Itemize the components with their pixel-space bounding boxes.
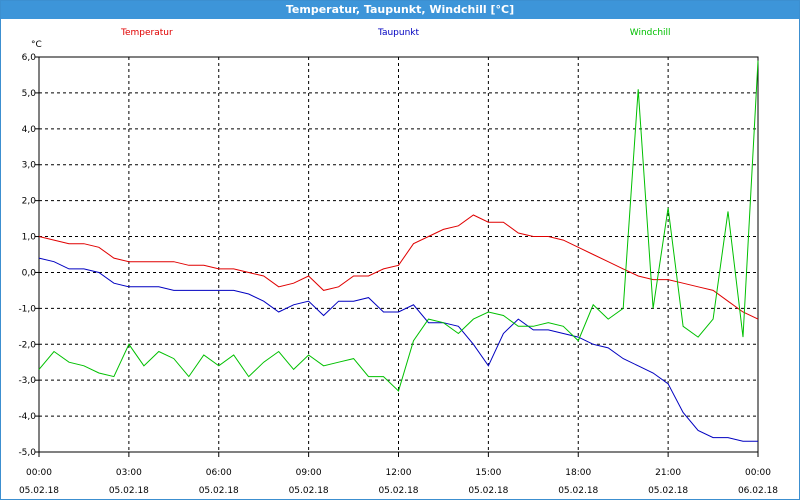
- y-tick-label: 0,0: [22, 268, 37, 278]
- y-tick-label: -3,0: [18, 376, 36, 386]
- y-tick-label: -4,0: [18, 412, 36, 422]
- x-tick-time: 12:00: [386, 468, 412, 478]
- chart-plot: °C 6,0 5,0 4,0 3,0 2,0 1,0 0,0 -1,0 -2,0 -3,0 -4,0…: [18, 28, 778, 496]
- y-tick-label: -2,0: [18, 340, 36, 350]
- x-tick-time: 09:00: [296, 468, 322, 478]
- legend: Temperatur Taupunkt Windchill: [120, 28, 671, 38]
- x-tick-time: 00:00: [745, 468, 771, 478]
- x-tick-date: 05.02.18: [558, 486, 598, 496]
- x-tick-date: 05.02.18: [109, 486, 149, 496]
- y-axis-unit: °C: [31, 40, 42, 50]
- x-tick-date: 05.02.18: [648, 486, 688, 496]
- series-lines: [38, 60, 759, 442]
- series-line-windchill: [38, 60, 759, 392]
- x-tick-date: 05.02.18: [468, 486, 508, 496]
- grid-lines: [39, 56, 758, 453]
- x-tick-date: 05.02.18: [19, 486, 59, 496]
- x-tick-time: 00:00: [26, 468, 52, 478]
- plot-frame: [38, 56, 759, 453]
- y-tick-label: 6,0: [22, 53, 37, 63]
- y-tick-label: 3,0: [22, 161, 37, 171]
- y-tick-label: 4,0: [22, 125, 37, 135]
- x-tick-date: 05.02.18: [378, 486, 418, 496]
- legend-label-temperatur: Temperatur: [120, 28, 173, 38]
- x-tick-time: 03:00: [116, 468, 142, 478]
- x-tick-time: 21:00: [655, 468, 681, 478]
- axes: 6,0 5,0 4,0 3,0 2,0 1,0 0,0 -1,0 -2,0 -3,0 -4,0 -5,…: [18, 53, 778, 496]
- x-tick-date: 06.02.18: [738, 486, 778, 496]
- y-tick-label: 2,0: [22, 197, 37, 207]
- legend-label-taupunkt: Taupunkt: [377, 28, 420, 38]
- y-tick-label: 1,0: [22, 233, 37, 243]
- series-line-taupunkt: [38, 257, 758, 442]
- y-tick-label: 5,0: [22, 89, 37, 99]
- x-tick-time: 06:00: [206, 468, 232, 478]
- x-tick-time: 15:00: [475, 468, 501, 478]
- x-tick-time: 18:00: [565, 468, 591, 478]
- x-tick-date: 05.02.18: [199, 486, 239, 496]
- y-tick-label: -5,0: [18, 448, 36, 458]
- series-line-temperatur: [38, 214, 759, 320]
- legend-label-windchill: Windchill: [630, 28, 671, 38]
- x-tick-date: 05.02.18: [289, 486, 329, 496]
- y-tick-label: -1,0: [18, 304, 36, 314]
- window-title: Temperatur, Taupunkt, Windchill [°C]: [1, 1, 799, 19]
